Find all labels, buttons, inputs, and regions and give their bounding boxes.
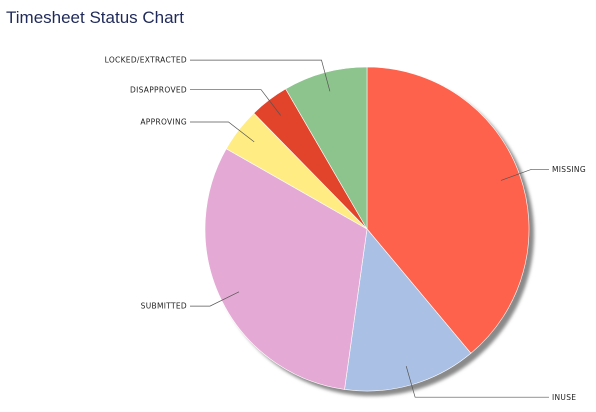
slice-label-disapproved: DISAPPROVED [130,85,187,94]
leader-inuse [405,366,549,398]
leader-approving [190,121,255,143]
chart-title: Timesheet Status Chart [6,8,184,27]
leader-disapproved [190,89,281,116]
leader-submitted [190,291,240,307]
slice-label-inuse: INUSE [552,393,576,402]
leader-locked-extracted [190,59,331,92]
leader-missing [500,168,549,181]
slice-label-missing: MISSING [552,165,586,174]
slice-label-locked-extracted: LOCKED/EXTRACTED [105,56,187,65]
slice-label-submitted: SUBMITTED [141,302,187,311]
slice-label-approving: APPROVING [140,118,187,127]
